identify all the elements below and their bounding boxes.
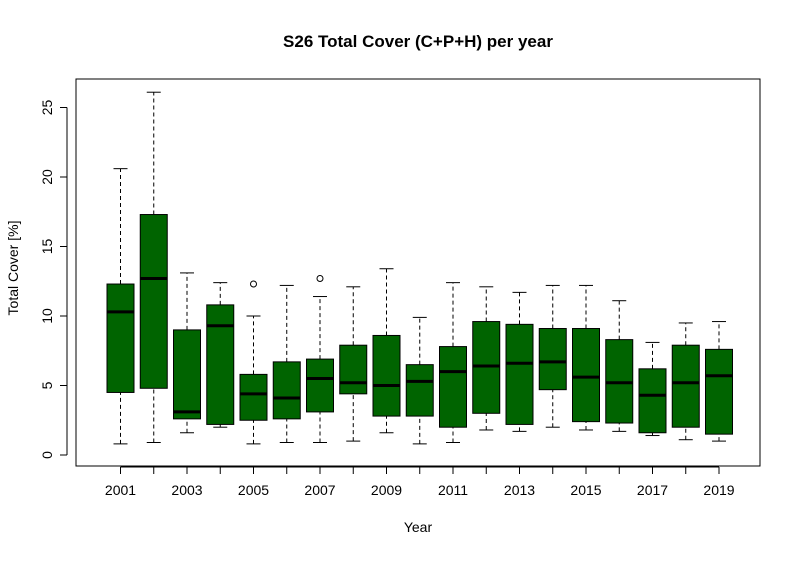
box-2019: [705, 321, 733, 442]
box-body: [671, 344, 700, 428]
box-2007: [306, 274, 334, 443]
box-2018: [671, 322, 700, 441]
box-2008: [339, 286, 368, 442]
y-tick-label: 25: [39, 100, 55, 116]
box-body: [638, 368, 667, 434]
box-body: [106, 283, 135, 393]
box-2013: [505, 291, 534, 432]
x-tick-label: 2019: [703, 482, 734, 498]
box-body: [139, 214, 168, 389]
box-body: [538, 328, 567, 391]
x-axis-label: Year: [404, 519, 433, 535]
plot-frame: [75, 78, 761, 467]
box-2010: [405, 316, 434, 445]
box-body: [272, 361, 301, 420]
box-2006: [272, 284, 301, 443]
box-body: [505, 323, 534, 425]
y-tick-label: 0: [39, 451, 55, 459]
x-axis: 2001 2003 2005 2007 2009 2011 2013 2015 2017 2019: [105, 466, 735, 498]
box-body: [572, 328, 600, 423]
box-body: [206, 304, 235, 425]
x-tick-label: 2009: [371, 482, 402, 498]
box-body: [239, 373, 268, 421]
boxes: [106, 91, 733, 445]
y-tick-label: 10: [39, 308, 55, 324]
box-2015: [572, 284, 600, 431]
x-tick-label: 2005: [238, 482, 269, 498]
x-tick-label: 2015: [570, 482, 601, 498]
box-2002: [139, 91, 168, 443]
chart-title: S26 Total Cover (C+P+H) per year: [283, 32, 553, 51]
box-body: [173, 329, 201, 420]
box-2001: [106, 168, 135, 445]
y-tick-label: 15: [39, 239, 55, 255]
y-axis: 0 5 10 15 20 25: [39, 100, 68, 459]
x-tick-label: 2001: [105, 482, 136, 498]
x-tick-label: 2011: [438, 482, 468, 498]
box-2011: [439, 282, 467, 443]
x-tick-label: 2007: [304, 482, 335, 498]
y-tick-label: 5: [39, 381, 55, 389]
box-body: [705, 348, 733, 435]
box-body: [372, 334, 401, 417]
x-tick-label: 2013: [504, 482, 535, 498]
box-2012: [472, 286, 501, 431]
x-tick-label: 2003: [171, 482, 202, 498]
outlier-point: [316, 274, 324, 282]
box-2004: [206, 282, 235, 428]
box-body: [439, 346, 467, 428]
box-body: [405, 364, 434, 417]
outlier-point: [250, 280, 257, 288]
box-2005: [239, 280, 268, 445]
box-body: [306, 358, 334, 413]
y-axis-label: Total Cover [%]: [5, 221, 21, 316]
box-2014: [538, 284, 567, 428]
box-body: [339, 344, 368, 395]
box-2003: [173, 272, 201, 434]
box-2009: [372, 268, 401, 434]
box-2016: [605, 300, 634, 432]
x-tick-label: 2017: [637, 482, 668, 498]
y-tick-label: 20: [39, 169, 55, 185]
box-2017: [638, 341, 667, 437]
